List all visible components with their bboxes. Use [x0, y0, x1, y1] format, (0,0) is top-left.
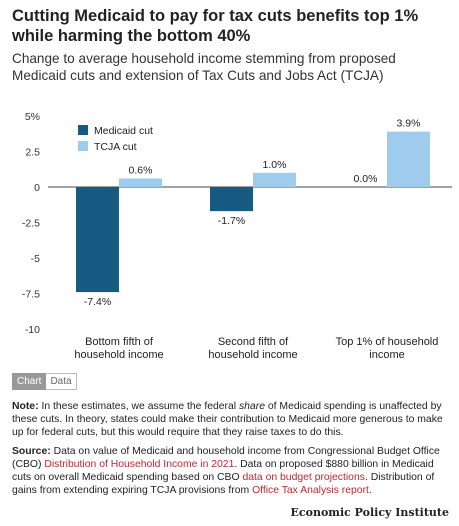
bar-medicaid-cut	[76, 187, 119, 293]
notes: Note: In these estimates, we assume the …	[12, 400, 450, 503]
y-tick-label: 5%	[25, 111, 40, 123]
y-tick-label: 2.5	[25, 147, 40, 159]
bar-value-label: 1.0%	[263, 159, 287, 171]
note-text-2: of Medicaid spending is unaffected by th…	[12, 401, 443, 438]
bar-value-label: 0.6%	[129, 164, 153, 176]
note-label: Note:	[12, 401, 39, 412]
legend: Medicaid cut TCJA cut	[78, 125, 153, 153]
bar-chart: 5% 2.5 0 -2.5 -5 -7.5 -10 -7.4% 0.6% -1.7% 1.0% 0.…	[22, 111, 452, 361]
chart-subtitle: Change to average household income stemm…	[12, 51, 396, 83]
bar-medicaid-cut	[210, 187, 253, 212]
source-label: Source:	[12, 446, 51, 457]
source-link-household-income[interactable]: Distribution of Household Income in 2021	[44, 459, 235, 470]
bars	[76, 131, 430, 293]
y-tick-label: -2.5	[22, 218, 40, 230]
bar-tcja-cut	[253, 172, 296, 187]
note-text-1: In these estimates, we assume the federa…	[38, 401, 239, 412]
legend-label: Medicaid cut	[94, 125, 153, 137]
x-axis-labels: Bottom fifth of household income Second fi…	[74, 336, 438, 361]
y-tick-label: 0	[34, 182, 40, 194]
bar-labels: -7.4% 0.6% -1.7% 1.0% 0.0% 3.9%	[84, 118, 421, 308]
legend-swatch	[78, 141, 88, 151]
x-category-label: Bottom fifth of household income	[74, 336, 163, 361]
source-link-tax-analysis[interactable]: Office Tax Analysis report	[252, 485, 369, 496]
source-text-4: .	[368, 485, 372, 496]
note-emphasis: share	[238, 401, 265, 412]
bar-value-label: 0.0%	[354, 173, 378, 185]
x-category-label: Top 1% of household income	[336, 336, 439, 361]
bar-value-label: -1.7%	[218, 215, 245, 227]
source-text-3: . Distribution of gains from extending e…	[12, 472, 435, 496]
source-paragraph: Source: Data on value of Medicaid and ho…	[12, 445, 450, 497]
y-tick-label: -10	[25, 324, 40, 336]
y-tick-label: -7.5	[22, 289, 40, 301]
legend-swatch	[78, 125, 88, 135]
legend-label: TCJA cut	[94, 141, 137, 153]
source-text-2: . Data on proposed $880 billion in Medic…	[12, 459, 434, 483]
bar-tcja-cut	[387, 131, 430, 187]
data-tab[interactable]: Data	[46, 373, 77, 390]
note-paragraph: Note: In these estimates, we assume the …	[12, 400, 450, 439]
brand-logo: Economic Policy Institute	[290, 506, 449, 519]
bar-value-label: -7.4%	[84, 296, 111, 308]
source-text-1: Data on value of Medicaid and household …	[12, 446, 440, 470]
x-category-label: Second fifth of household income	[208, 336, 297, 361]
y-tick-label: -5	[31, 253, 40, 265]
bar-tcja-cut	[119, 178, 162, 187]
chart-title: Cutting Medicaid to pay for tax cuts ben…	[12, 7, 419, 45]
bar-value-label: 3.9%	[397, 118, 421, 130]
chart-tab[interactable]: Chart	[12, 373, 47, 390]
source-link-budget-projections[interactable]: data on budget projections	[242, 472, 365, 483]
chart-data-toggle: Chart Data	[12, 373, 77, 390]
